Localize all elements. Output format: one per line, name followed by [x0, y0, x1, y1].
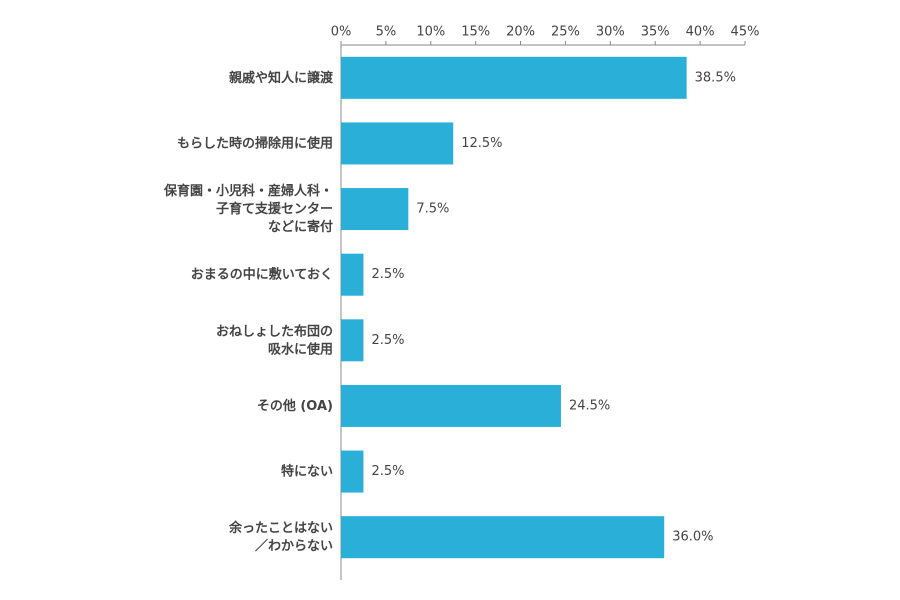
bar — [341, 122, 454, 165]
y-tick-label: おねしょした布団の吸水に使用 — [216, 323, 333, 357]
y-tick-label: 親戚や知人に譲渡 — [229, 69, 334, 85]
value-label: 2.5% — [371, 333, 404, 348]
y-tick-label-line: 特にない — [281, 463, 333, 479]
x-tick-label: 30% — [596, 25, 625, 40]
bar — [341, 450, 364, 493]
value-label: 36.0% — [672, 530, 713, 545]
y-tick-label-line: 保育園・小児科・産婦人科・ — [163, 183, 333, 199]
bar — [341, 516, 665, 559]
y-tick-label: おまるの中に敷いておく — [191, 266, 333, 282]
bar — [341, 253, 364, 296]
x-tick-label: 10% — [416, 25, 445, 40]
y-tick-label: その他 (OA) — [257, 397, 333, 413]
y-tick-label-line: などに寄付 — [268, 219, 333, 235]
x-tick-label: 45% — [731, 25, 760, 40]
y-tick-label-line: 子育て支援センター — [216, 201, 333, 217]
value-label: 7.5% — [416, 202, 449, 217]
y-tick-label-line: 吸水に使用 — [268, 341, 333, 357]
x-tick-label: 40% — [686, 25, 715, 40]
value-label: 2.5% — [371, 464, 404, 479]
y-tick-label-line: その他 (OA) — [257, 397, 333, 413]
value-label: 38.5% — [695, 70, 736, 85]
y-tick-label-line: ／わからない — [255, 538, 333, 554]
y-tick-label-line: 余ったことはない — [228, 520, 333, 536]
y-tick-label-line: もらした時の掃除用に使用 — [177, 135, 333, 151]
y-tick-label: 余ったことはない ／わからない — [228, 520, 333, 554]
x-tick-label: 35% — [641, 25, 670, 40]
y-tick-label-line: おまるの中に敷いておく — [191, 266, 333, 282]
y-tick-label: 特にない — [281, 463, 333, 479]
y-tick-label: もらした時の掃除用に使用 — [177, 135, 333, 151]
value-label: 12.5% — [461, 136, 502, 151]
y-tick-label: 保育園・小児科・産婦人科・子育て支援センターなどに寄付 — [163, 183, 333, 235]
y-tick-label-line: 親戚や知人に譲渡 — [229, 69, 334, 85]
x-tick-label: 20% — [506, 25, 535, 40]
bar — [341, 56, 687, 99]
x-tick-label: 0% — [331, 25, 352, 40]
value-label: 2.5% — [371, 267, 404, 282]
bar — [341, 188, 409, 231]
bar — [341, 319, 364, 362]
x-tick-label: 15% — [461, 25, 490, 40]
bar — [341, 384, 561, 427]
value-label: 24.5% — [569, 398, 610, 413]
y-tick-label-line: おねしょした布団の — [216, 323, 333, 339]
x-tick-label: 5% — [376, 25, 397, 40]
x-tick-label: 25% — [551, 25, 580, 40]
